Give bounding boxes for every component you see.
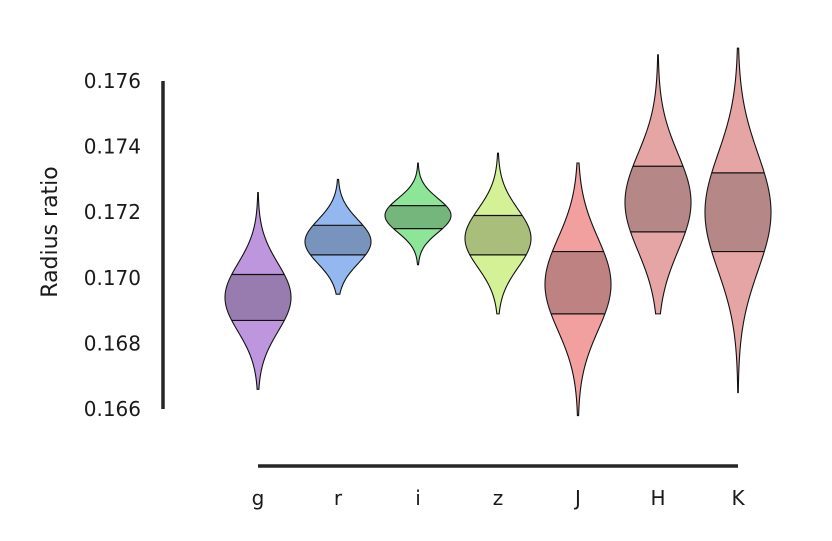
y-tick-label: 0.166 (84, 397, 141, 421)
violin-i (384, 162, 452, 266)
violin-iqr (545, 251, 611, 314)
x-tick-label: z (493, 486, 504, 510)
violin-J (544, 162, 612, 417)
violins (224, 47, 772, 417)
violin-body (384, 162, 452, 266)
violin-iqr (705, 172, 771, 252)
violin-iqr (225, 274, 291, 321)
y-tick-label: 0.176 (84, 69, 141, 93)
violin-body (544, 162, 612, 417)
x-tick-label: g (252, 486, 265, 510)
x-tick-label: r (334, 486, 343, 510)
violin-H (624, 54, 692, 315)
violin-K (704, 47, 772, 394)
violin-body (304, 178, 372, 295)
y-tick-label: 0.168 (84, 331, 141, 355)
violin-body (704, 47, 772, 394)
y-tick-label: 0.172 (84, 200, 141, 224)
violin-iqr (625, 166, 691, 232)
y-tick-labels: 0.166 0.168 0.170 0.172 0.174 0.176 (84, 69, 141, 421)
y-tick-label: 0.170 (84, 266, 141, 290)
y-axis: 0.166 0.168 0.170 0.172 0.174 0.176 Radius ra… (38, 69, 165, 421)
x-tick-label: i (415, 486, 421, 510)
violin-r (304, 178, 372, 295)
violin-z (464, 152, 532, 315)
x-tick-label: K (731, 486, 745, 510)
violin-iqr (385, 205, 451, 229)
violin-iqr (465, 215, 531, 255)
violin-g (224, 191, 292, 390)
y-axis-title: Radius ratio (38, 166, 63, 297)
x-tick-label: H (650, 486, 665, 510)
violin-body (464, 152, 532, 315)
violin-body (224, 191, 292, 390)
x-tick-label: J (573, 486, 581, 510)
y-tick-label: 0.174 (84, 135, 141, 159)
violin-iqr (305, 225, 371, 255)
violin-body (624, 54, 692, 315)
